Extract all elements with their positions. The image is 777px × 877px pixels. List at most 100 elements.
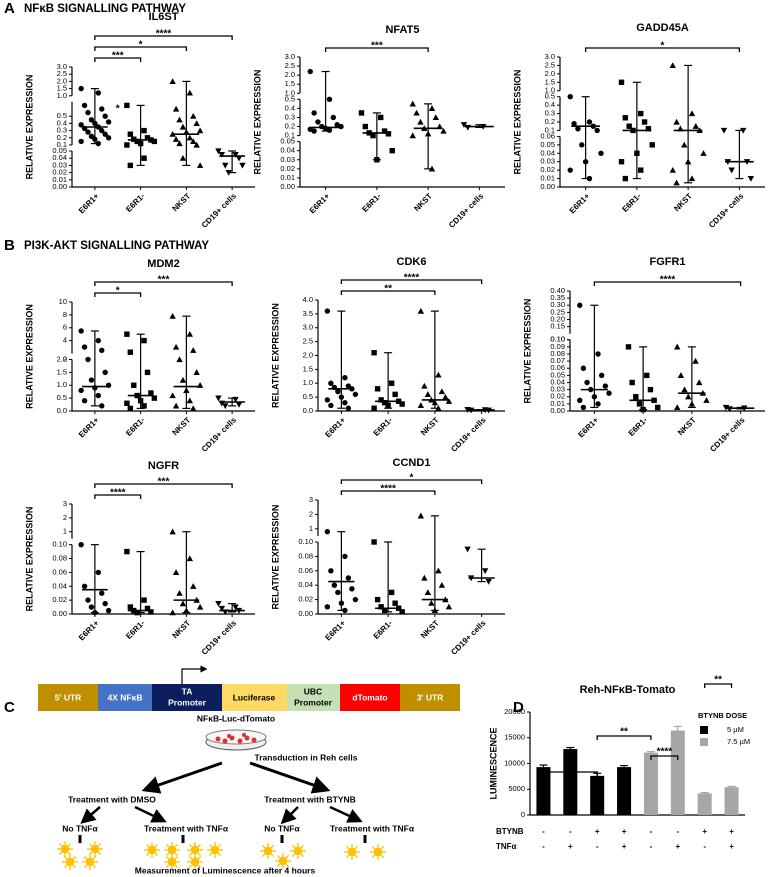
- y-tick-label: 8: [63, 310, 67, 319]
- y-tick-label: 4: [63, 336, 67, 345]
- construct-label: Promoter: [294, 697, 332, 707]
- data-point: [179, 123, 187, 130]
- data-point: [435, 371, 442, 378]
- data-point: [124, 548, 130, 555]
- data-point: [193, 120, 200, 126]
- y-tick-label: 0.10: [550, 335, 565, 344]
- y-tick-label: 1.5: [57, 367, 67, 376]
- data-point: [232, 604, 239, 611]
- x-tick-label: E6R1+: [323, 618, 347, 642]
- data-point: [703, 397, 710, 403]
- data-point: [141, 337, 147, 344]
- data-point: [399, 609, 405, 615]
- data-point: [695, 379, 703, 386]
- data-point: [580, 404, 587, 411]
- y-tick-label: 2.5: [303, 337, 313, 346]
- bar: [697, 793, 712, 815]
- y-tick-label: 10: [59, 297, 67, 306]
- significance-label: ***: [158, 275, 170, 286]
- data-point: [669, 166, 676, 173]
- significance-label: *: [410, 473, 414, 484]
- data-point: [232, 396, 239, 403]
- y-tick-label: 0.5: [303, 392, 313, 401]
- x-tick-label: E6R1-: [360, 191, 383, 214]
- data-point: [196, 162, 204, 168]
- y-tick-label: 0.1: [57, 140, 67, 149]
- y-tick-label: 0.10: [52, 540, 67, 549]
- data-point: [342, 399, 348, 406]
- data-point: [626, 123, 632, 129]
- x-tick-label: E6R1+: [323, 415, 347, 439]
- y-tick-label: 0.4: [57, 118, 67, 127]
- data-point: [127, 131, 134, 137]
- data-point: [417, 307, 425, 314]
- data-point: [176, 140, 183, 147]
- data-point: [747, 175, 755, 182]
- data-point: [95, 90, 102, 96]
- data-point: [388, 589, 395, 596]
- chart-title: NGFR: [148, 460, 179, 472]
- y-tick-label: 2: [63, 513, 67, 522]
- significance-bracket: [340, 490, 436, 495]
- data-point: [685, 393, 692, 400]
- data-point: [349, 586, 355, 592]
- construct-label: UBC: [304, 686, 322, 696]
- chart-title: MDM2: [147, 258, 179, 270]
- dish-rim: [205, 729, 267, 745]
- y-tick-label: 0.00: [540, 182, 555, 191]
- y-tick-label: 0.30: [550, 300, 565, 309]
- data-point: [134, 138, 140, 145]
- y-tick-label: 0.05: [52, 146, 67, 155]
- y-axis-label: RELATIVE EXPRESSION: [24, 304, 34, 409]
- y-tick-label: 1.5: [303, 364, 313, 373]
- y-tick-label: 3.0: [303, 323, 313, 332]
- y-tick-label: 0.35: [550, 293, 565, 302]
- data-point: [183, 128, 190, 135]
- y-tick-label: 3.0: [57, 62, 67, 71]
- data-point: [388, 380, 395, 386]
- data-point: [141, 155, 147, 161]
- significance-bracket: [94, 46, 188, 51]
- data-point: [324, 397, 331, 403]
- data-point: [190, 583, 197, 589]
- data-point: [331, 582, 338, 588]
- data-point: [92, 120, 98, 127]
- cells: [215, 733, 257, 744]
- data-point: [78, 138, 84, 145]
- data-point: [371, 539, 377, 545]
- data-point: [435, 567, 442, 574]
- data-point: [124, 102, 130, 109]
- y-tick-label: 3.0: [545, 52, 555, 61]
- chart-title: FGFR1: [649, 256, 685, 268]
- data-point: [432, 114, 440, 121]
- data-point: [338, 600, 345, 606]
- data-point: [176, 590, 183, 596]
- y-tick-label: 0.04: [298, 580, 313, 589]
- data-point: [127, 604, 134, 610]
- data-point: [222, 403, 229, 410]
- data-point: [99, 403, 105, 409]
- data-point: [417, 118, 424, 125]
- y-tick-label: 0.4: [285, 103, 295, 112]
- data-point: [311, 128, 317, 134]
- data-point: [127, 349, 134, 355]
- construct-block: [98, 684, 152, 711]
- y-tick-label: 0.01: [550, 399, 565, 408]
- y-tick-label: 3.5: [303, 309, 313, 318]
- data-point: [186, 330, 194, 337]
- y-tick-label: 0.00: [52, 182, 67, 191]
- y-tick-label: 0.5: [57, 393, 67, 402]
- y-tick-label: 1.0: [545, 86, 555, 95]
- data-point: [196, 603, 204, 610]
- row-value: +: [568, 842, 573, 851]
- data-point: [144, 135, 151, 141]
- y-tick-label: 0.06: [540, 131, 555, 140]
- y-tick-label: 2.5: [285, 61, 295, 70]
- data-point: [445, 603, 453, 610]
- y-tick-label: 2.0: [545, 69, 555, 78]
- significance-label: *: [661, 41, 665, 52]
- data-point: [417, 402, 425, 409]
- data-point: [307, 68, 313, 75]
- data-point: [144, 369, 151, 376]
- y-tick-label: 0.05: [550, 370, 565, 379]
